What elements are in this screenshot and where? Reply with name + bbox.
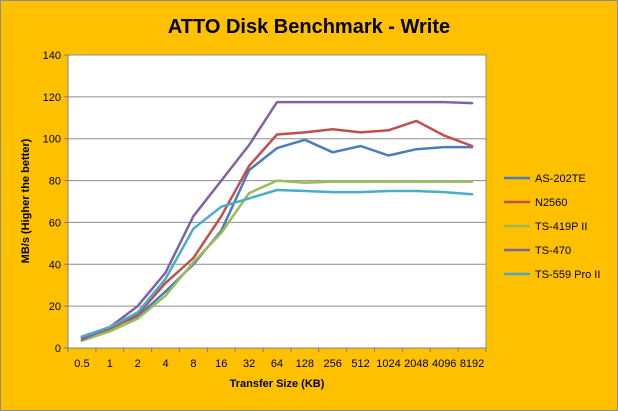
x-tick-label: 512 bbox=[351, 358, 369, 370]
series-line-as-202te bbox=[80, 138, 474, 339]
x-tick-label: 8192 bbox=[460, 358, 484, 370]
x-tick-label: 256 bbox=[324, 358, 342, 370]
legend-label-as-202te: AS-202TE bbox=[535, 173, 586, 185]
legend-label-ts-559-pro-ii: TS-559 Pro II bbox=[535, 269, 600, 281]
y-axis-title: MB/s (Higher the better) bbox=[20, 138, 32, 263]
y-tick-label: 100 bbox=[43, 134, 61, 146]
chart-title: ATTO Disk Benchmark - Write bbox=[168, 16, 450, 38]
x-tick-label: 4 bbox=[162, 358, 168, 370]
series-lines bbox=[80, 100, 474, 342]
x-tick-label: 1 bbox=[107, 358, 113, 370]
x-tick-label: 4096 bbox=[432, 358, 456, 370]
x-tick-label: 8 bbox=[190, 358, 196, 370]
x-axis-ticks: 0.5 1 2 4 8 16 32 64 128 256 512 1024 2048 4096 8192 bbox=[67, 348, 487, 370]
y-axis-ticks: 0 20 40 60 80 100 120 140 bbox=[43, 50, 68, 355]
series-line-n2560 bbox=[80, 119, 474, 339]
legend: AS-202TE N2560 TS-419P II TS-470 TS-559 Pro … bbox=[504, 173, 600, 281]
series-line-ts-470 bbox=[80, 100, 474, 341]
x-tick-label: 0.5 bbox=[74, 358, 89, 370]
x-tick-label: 2048 bbox=[404, 358, 428, 370]
legend-label-n2560: N2560 bbox=[535, 197, 567, 209]
y-tick-label: 80 bbox=[49, 176, 61, 188]
y-tick-label: 120 bbox=[43, 92, 61, 104]
y-tick-label: 0 bbox=[55, 343, 61, 355]
x-tick-label: 1024 bbox=[376, 358, 400, 370]
x-tick-label: 16 bbox=[215, 358, 227, 370]
series-line-ts-419p-ii bbox=[80, 179, 474, 342]
y-tick-label: 60 bbox=[49, 217, 61, 229]
y-tick-label: 20 bbox=[49, 301, 61, 313]
x-axis-title: Transfer Size (KB) bbox=[230, 378, 325, 390]
series-line-ts-559-pro-ii bbox=[80, 188, 474, 338]
x-tick-label: 128 bbox=[296, 358, 314, 370]
x-tick-label: 32 bbox=[243, 358, 255, 370]
x-tick-label: 2 bbox=[135, 358, 141, 370]
plot-area bbox=[67, 54, 487, 349]
legend-label-ts-419p-ii: TS-419P II bbox=[535, 221, 587, 233]
y-tick-label: 40 bbox=[49, 259, 61, 271]
y-tick-label: 140 bbox=[43, 50, 61, 62]
x-tick-label: 64 bbox=[271, 358, 283, 370]
legend-label-ts-470: TS-470 bbox=[535, 245, 571, 257]
